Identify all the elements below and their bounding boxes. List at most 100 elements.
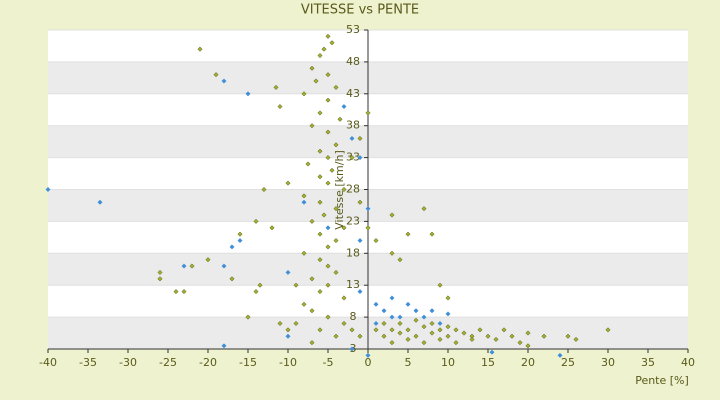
point	[329, 40, 335, 46]
point	[381, 308, 387, 314]
point	[285, 327, 291, 333]
x-tick-label: -20	[199, 356, 217, 369]
point	[197, 46, 203, 52]
point	[301, 250, 307, 256]
x-tick-label: 15	[481, 356, 495, 369]
point	[253, 218, 259, 224]
y-tick-label: 43	[346, 87, 360, 100]
y-tick-label: 38	[346, 119, 360, 132]
point	[273, 84, 279, 90]
point	[397, 320, 403, 327]
point	[565, 333, 571, 339]
point	[293, 320, 299, 327]
point	[373, 320, 379, 327]
point	[397, 257, 403, 263]
point	[333, 237, 339, 244]
point	[313, 78, 319, 84]
point	[365, 352, 371, 358]
point	[509, 333, 515, 339]
point	[429, 308, 435, 314]
point	[421, 206, 427, 212]
point	[213, 72, 219, 78]
point	[389, 327, 395, 333]
point	[305, 161, 311, 167]
point	[325, 314, 331, 320]
x-tick-label: -25	[159, 356, 177, 369]
point	[453, 327, 459, 333]
point	[429, 231, 435, 237]
point	[349, 135, 355, 142]
point	[341, 295, 347, 301]
point	[437, 336, 443, 342]
point	[325, 225, 331, 231]
point	[329, 167, 335, 173]
point	[349, 346, 355, 352]
point	[389, 212, 395, 218]
y-tick-label: 18	[346, 246, 360, 259]
point	[325, 129, 331, 135]
point	[349, 327, 355, 333]
point	[325, 282, 331, 288]
point	[541, 333, 547, 339]
point	[173, 289, 179, 295]
point	[461, 330, 467, 336]
point	[381, 333, 387, 339]
point	[325, 33, 331, 39]
point	[181, 263, 187, 269]
point	[325, 180, 331, 186]
point	[357, 135, 363, 142]
point	[421, 314, 427, 320]
point	[301, 91, 307, 97]
point	[301, 301, 307, 307]
point	[437, 282, 443, 288]
point	[605, 327, 611, 333]
point	[429, 320, 435, 327]
point	[157, 276, 163, 282]
point	[309, 340, 315, 346]
point	[357, 155, 363, 161]
x-tick-label: -30	[119, 356, 137, 369]
x-tick-label: 10	[441, 356, 455, 369]
y-tick-label: 23	[346, 214, 360, 227]
point	[333, 206, 339, 212]
point	[317, 231, 323, 237]
point	[285, 180, 291, 186]
point	[429, 330, 435, 336]
point	[405, 231, 411, 237]
point	[341, 225, 347, 231]
point	[317, 174, 323, 180]
point	[301, 193, 307, 199]
point	[381, 320, 387, 327]
point	[221, 263, 227, 269]
point	[309, 65, 315, 71]
point	[333, 142, 339, 148]
point	[389, 250, 395, 256]
point	[413, 333, 419, 339]
x-tick-label: 40	[681, 356, 695, 369]
y-tick-label: 53	[346, 23, 360, 36]
point	[285, 333, 291, 339]
point	[337, 116, 343, 122]
point	[525, 343, 531, 349]
point	[501, 327, 507, 333]
point	[325, 263, 331, 269]
point	[309, 276, 315, 282]
point	[349, 155, 355, 161]
point	[397, 330, 403, 336]
point	[405, 327, 411, 333]
point	[321, 46, 327, 52]
point	[333, 333, 339, 339]
point	[357, 199, 363, 205]
point	[181, 289, 187, 295]
point	[229, 276, 235, 282]
point	[365, 225, 371, 231]
x-tick-label: 5	[405, 356, 412, 369]
x-tick-label: 35	[641, 356, 655, 369]
point	[221, 78, 227, 84]
point	[389, 340, 395, 346]
x-tick-label: -40	[39, 356, 57, 369]
point	[517, 340, 523, 346]
x-tick-label: -35	[79, 356, 97, 369]
point	[525, 330, 531, 336]
x-tick-label: -10	[279, 356, 297, 369]
